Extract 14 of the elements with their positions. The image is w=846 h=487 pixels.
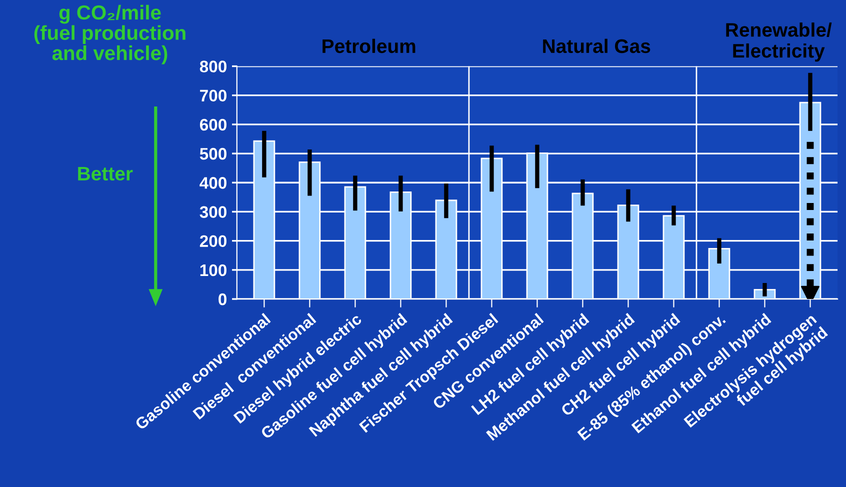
y-tick-label: 300	[200, 206, 226, 218]
y-tick-label: 600	[200, 118, 226, 131]
text: Better	[78, 166, 133, 181]
text: Renewable/ Electricity	[726, 22, 832, 62]
y-axis-title: g CO₂/mile (fuel production and vehicle)	[34, 4, 186, 64]
y-tick-label: 0	[218, 293, 226, 306]
y-tick-label: 400	[200, 177, 226, 189]
y-tick-label: 700	[200, 90, 226, 102]
y-tick-label: 200	[200, 235, 226, 248]
text: Petroleum	[322, 38, 416, 54]
y-tick-label: 100	[200, 264, 226, 276]
y-tick-label: 500	[200, 148, 226, 160]
y-tick-label: 800	[200, 60, 226, 72]
text: Natural Gas	[543, 38, 650, 54]
